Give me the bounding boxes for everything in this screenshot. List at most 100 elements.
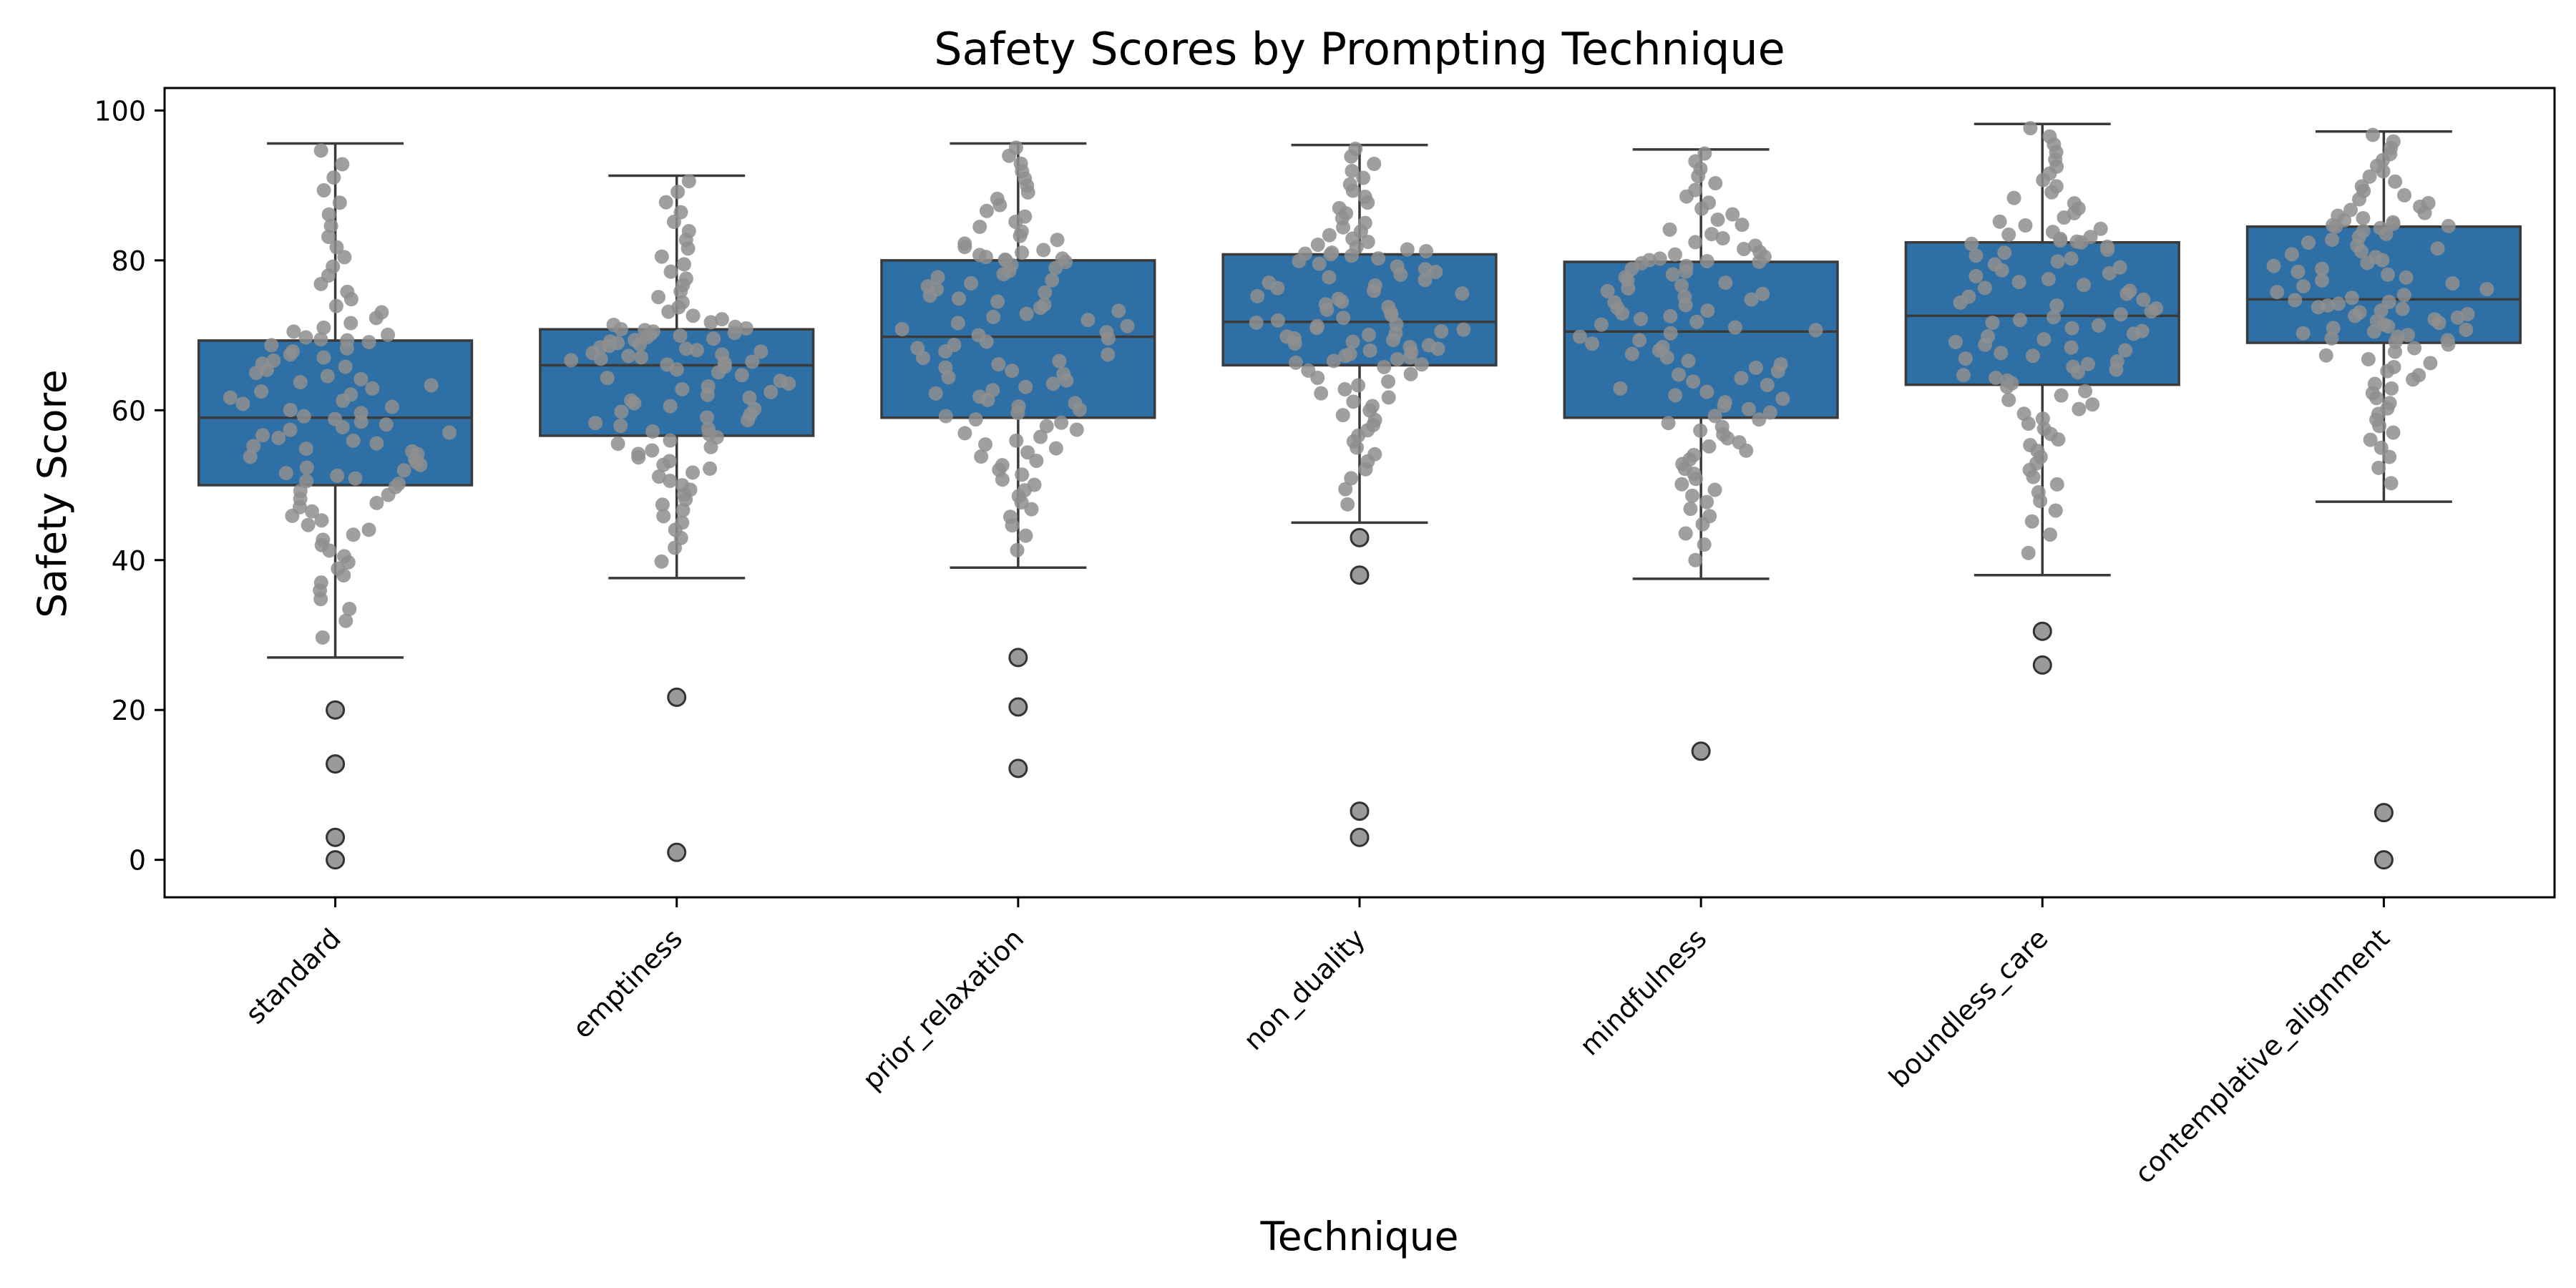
chart-title: Safety Scores by Prompting Technique	[934, 23, 1785, 75]
swarm-point	[1748, 238, 1763, 253]
swarm-point	[1367, 278, 1382, 293]
outlier-point	[326, 827, 346, 847]
swarm-point	[2021, 545, 2036, 560]
swarm-point	[2396, 288, 2411, 303]
y-tick-label: 40	[112, 545, 146, 577]
swarm-point	[1324, 245, 1340, 260]
swarm-point	[930, 270, 945, 285]
swarm-point	[301, 517, 316, 532]
swarm-point	[278, 466, 293, 481]
swarm-point	[2036, 332, 2051, 347]
swarm-point	[670, 185, 686, 200]
swarm-point	[681, 223, 696, 238]
swarm-point	[2399, 270, 2414, 285]
y-tick-label: 100	[94, 95, 146, 127]
swarm-point	[424, 378, 439, 393]
swarm-point	[651, 290, 666, 305]
swarm-point	[1652, 251, 1667, 266]
swarm-point	[369, 436, 384, 451]
swarm-point	[1279, 329, 1294, 344]
swarm-point	[1338, 482, 1353, 497]
swarm-points	[223, 143, 457, 645]
swarm-point	[2445, 275, 2460, 291]
swarm-point	[660, 357, 675, 372]
swarm-point	[738, 321, 753, 336]
swarm-point	[675, 295, 690, 310]
swarm-point	[675, 503, 691, 518]
swarm-point	[714, 312, 729, 327]
swarm-point	[1699, 253, 1714, 268]
swarm-point	[1033, 429, 1048, 444]
swarm-point	[1752, 412, 1767, 427]
swarm-point	[979, 203, 994, 218]
swarm-point	[2386, 134, 2401, 149]
swarm-point	[1674, 278, 1689, 293]
swarm-point	[1340, 497, 1355, 512]
swarm-point	[2025, 348, 2040, 364]
swarm-point	[326, 170, 341, 185]
swarm-point	[2343, 203, 2358, 218]
swarm-point	[606, 317, 621, 332]
swarm-point	[1961, 289, 1976, 304]
swarm-point	[1111, 303, 1126, 318]
swarm-point	[2296, 326, 2311, 341]
swarm-point	[971, 328, 986, 343]
swarm-point	[1019, 306, 1034, 321]
swarm-point	[316, 182, 331, 197]
swarm-point	[2099, 239, 2114, 254]
box-group-non-duality	[1221, 142, 1498, 847]
swarm-point	[663, 399, 678, 414]
swarm-point	[1987, 257, 2002, 272]
swarm-point	[346, 527, 361, 542]
swarm-point	[2266, 258, 2281, 273]
swarm-point	[2049, 179, 2064, 194]
swarm-point	[361, 335, 376, 350]
swarm-point	[1697, 537, 1712, 552]
swarm-point	[763, 384, 779, 399]
outlier-point	[667, 687, 687, 707]
swarm-point	[313, 332, 328, 347]
swarm-point	[1607, 295, 1622, 310]
swarm-point	[742, 390, 757, 405]
swarm-point	[676, 257, 691, 272]
swarm-point	[1120, 318, 1135, 333]
swarm-point	[2041, 272, 2056, 287]
swarm-point	[2366, 127, 2381, 142]
swarm-point	[1456, 322, 1471, 337]
swarm-point	[338, 359, 353, 374]
swarm-point	[2083, 230, 2098, 245]
swarm-point	[920, 279, 935, 294]
swarm-point	[700, 410, 715, 425]
swarm-point	[1418, 273, 1433, 288]
swarm-point	[1661, 416, 1676, 431]
outlier-point	[2373, 803, 2394, 823]
swarm-point	[316, 350, 331, 365]
swarm-point	[328, 411, 343, 426]
swarm-point	[343, 316, 358, 331]
swarm-point	[1683, 502, 1698, 517]
swarm-point	[1381, 390, 1396, 405]
swarm-point	[1679, 258, 1694, 273]
swarm-point	[1687, 447, 1702, 462]
swarm-point	[2085, 397, 2100, 412]
swarm-point	[283, 422, 298, 437]
swarm-point	[1641, 253, 1657, 268]
swarm-point	[1297, 246, 1312, 261]
swarm-point	[1009, 433, 1024, 448]
swarm-point	[1020, 445, 1035, 460]
swarm-point	[321, 229, 336, 244]
swarm-point	[2122, 283, 2137, 298]
swarm-point	[1348, 142, 1363, 157]
swarm-point	[1734, 371, 1749, 386]
swarm-point	[1702, 439, 1717, 454]
swarm-point	[2388, 174, 2403, 189]
swarm-point	[1360, 234, 1375, 249]
swarm-point	[1685, 488, 1700, 503]
swarm-point	[1572, 329, 1587, 344]
swarm-point	[2072, 401, 2087, 416]
swarm-point	[703, 461, 718, 476]
swarm-point	[978, 437, 993, 452]
swarm-point	[2371, 460, 2386, 475]
swarm-point	[1318, 297, 1333, 312]
